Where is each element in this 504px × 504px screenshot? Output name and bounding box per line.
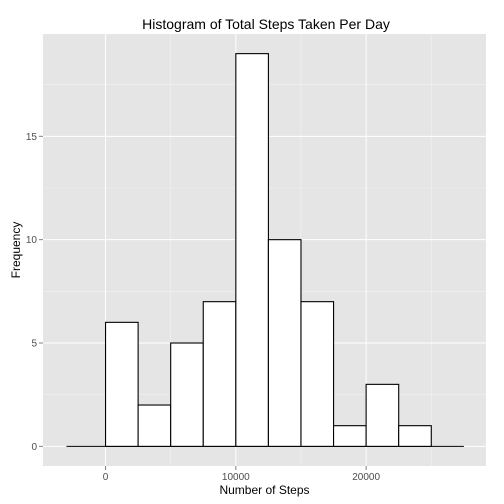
x-tick-label: 20000: [352, 472, 380, 483]
y-axis-title: Frequency: [9, 222, 23, 279]
histogram-bar: [365, 383, 400, 447]
y-tick-label: 15: [26, 132, 38, 143]
histogram-bar: [137, 404, 172, 447]
histogram-bar: [300, 301, 335, 447]
histogram-bar: [104, 321, 139, 447]
histogram-bar: [333, 425, 367, 447]
axes: 0 10000 20000 0 5 10 15: [26, 132, 381, 483]
histogram-bar: [235, 53, 269, 447]
x-tick-label: 10000: [222, 472, 250, 483]
y-tick-label: 5: [31, 339, 37, 350]
histogram-bar: [170, 342, 204, 447]
histogram-bar: [202, 301, 237, 447]
histogram-bar: [267, 239, 302, 447]
histogram-bars: [66, 53, 464, 447]
x-tick-label: 0: [103, 472, 109, 483]
chart-title: Histogram of Total Steps Taken Per Day: [142, 16, 390, 32]
histogram-bar: [398, 425, 432, 447]
y-tick-label: 0: [31, 442, 37, 453]
y-tick-label: 10: [26, 235, 38, 246]
x-axis-title: Number of Steps: [219, 483, 309, 497]
